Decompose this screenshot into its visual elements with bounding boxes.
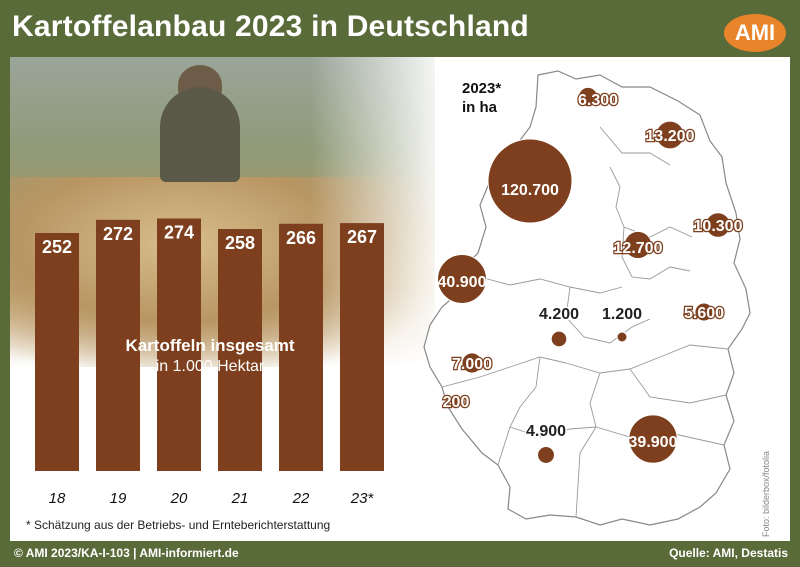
region-bubble (623, 230, 653, 260)
region-bubble (487, 138, 573, 224)
bar-chart: Kartoffeln insgesamt in 1.000 Hektar 252… (35, 218, 384, 507)
region-value-label: 5.600 (684, 305, 724, 322)
region-bubble (705, 212, 731, 238)
region-value-label: 200 (443, 394, 470, 411)
region-value-label: 1.200 (602, 306, 642, 323)
region-bubble (437, 254, 487, 304)
footnote: * Schätzung aus der Betriebs- und Ernteb… (26, 518, 331, 532)
region-bubble (616, 331, 628, 343)
map-subtitle: in ha (462, 99, 498, 116)
region-value-label: 4.200 (539, 306, 579, 323)
region-bubble (577, 86, 599, 108)
source-footer: Quelle: AMI, Destatis (669, 546, 788, 560)
region-bubble (550, 330, 568, 348)
bar-19 (96, 219, 140, 471)
bar-23* (340, 223, 384, 471)
region-value-label: 6.300 (578, 92, 618, 109)
bar-value-label: 266 (286, 228, 316, 248)
region-bubble (450, 394, 462, 406)
region-bubble (655, 120, 685, 150)
region-value-label: 4.900 (526, 423, 566, 440)
bar-category-label: 21 (231, 490, 249, 507)
bar-category-label: 20 (170, 490, 188, 507)
bar-value-label: 272 (103, 224, 133, 244)
bar-value-label: 252 (42, 237, 72, 257)
page-title: Kartoffelanbau 2023 in Deutschland (12, 10, 529, 43)
ami-logo: AMI (724, 14, 786, 52)
bar-chart-title: Kartoffeln insgesamt (125, 336, 294, 355)
region-value-label: 120.700 (501, 182, 559, 199)
content-panel: Kartoffeln insgesamt in 1.000 Hektar 252… (10, 57, 790, 541)
bar-18 (35, 233, 79, 471)
bar-20 (157, 218, 201, 471)
region-value-label: 39.900 (629, 434, 678, 451)
copyright-footer: © AMI 2023/KA-I-103 | AMI-informiert.de (14, 546, 239, 560)
region-value-label: 13.200 (646, 128, 695, 145)
bar-chart-subtitle: in 1.000 Hektar (156, 358, 265, 375)
bar-category-label: 23* (350, 490, 375, 507)
farmer-figure (160, 87, 240, 182)
region-value-label: 10.300 (694, 218, 743, 235)
bar-value-label: 258 (225, 233, 255, 253)
map-title: 2023* (462, 80, 501, 97)
bar-21 (218, 229, 262, 471)
region-bubble (628, 414, 678, 464)
region-value-label: 7.000 (452, 356, 492, 373)
region-bubble (537, 446, 555, 464)
photo-credit: Foto: bilderbox/fotolia (761, 450, 771, 537)
germany-map: 2023* in ha 6.300 13.200 120.700 10.300 12.7… (423, 70, 751, 526)
bar-22 (279, 223, 323, 471)
region-value-label: 40.900 (438, 274, 487, 291)
bar-value-label: 274 (164, 222, 194, 242)
bar-category-label: 18 (49, 490, 66, 507)
state-borders (441, 126, 729, 518)
region-bubble (461, 352, 483, 374)
region-bubble (694, 302, 714, 322)
bar-value-label: 267 (347, 227, 377, 247)
bar-category-label: 22 (292, 490, 310, 507)
bar-category-label: 19 (110, 490, 127, 507)
region-value-label: 12.700 (614, 240, 663, 257)
